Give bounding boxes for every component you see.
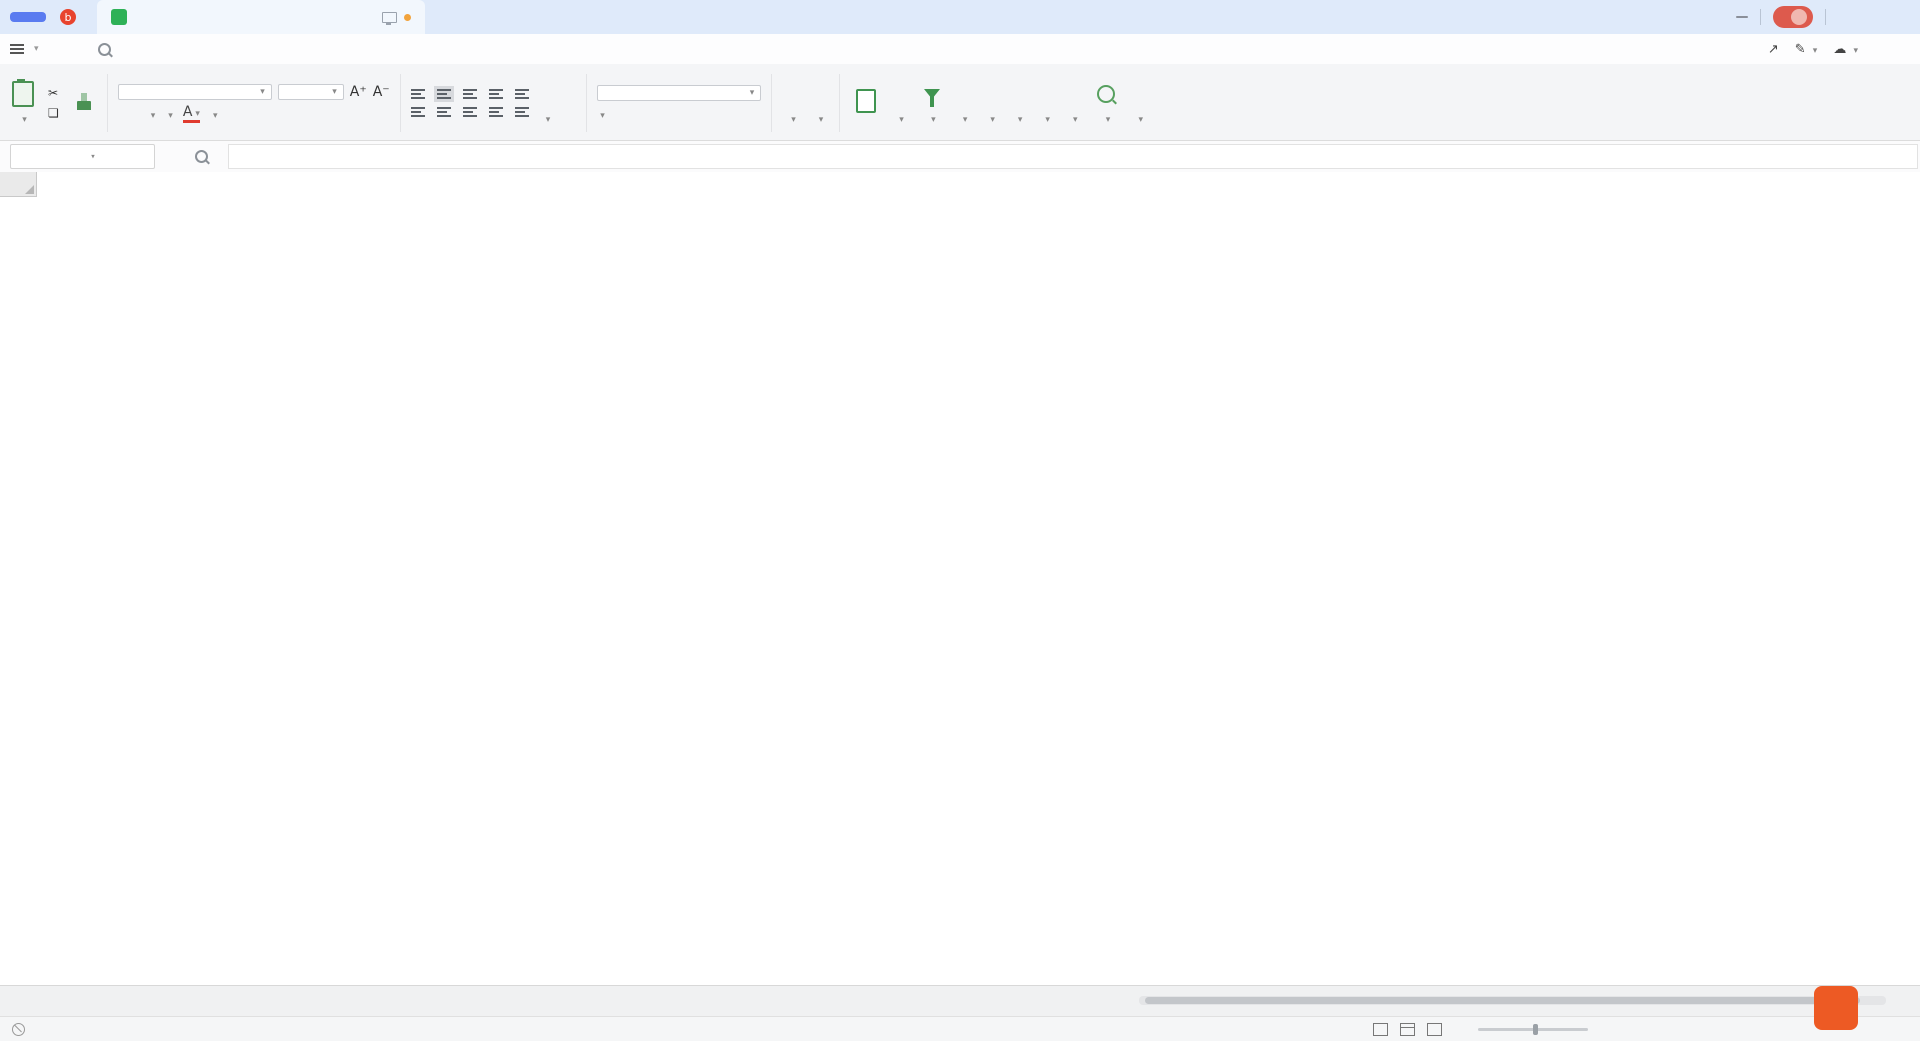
increase-font-button[interactable]: A⁺ [349, 83, 367, 100]
font-color-button[interactable]: A [182, 105, 200, 123]
guest-login-button[interactable] [1773, 6, 1813, 28]
align-right-icon[interactable] [462, 107, 477, 117]
spreadsheet-grid[interactable] [0, 172, 1920, 985]
doc-assistant-icon [856, 89, 877, 113]
doc-assistant-button[interactable] [850, 88, 882, 118]
tab-template[interactable]: b [46, 0, 97, 34]
format-painter-icon [76, 92, 91, 110]
borders-button[interactable] [148, 106, 156, 122]
align-bottom-icon[interactable] [462, 89, 477, 99]
table-style-button[interactable] [810, 81, 830, 125]
rice-logo-icon: b [60, 9, 76, 25]
zoom-slider-knob[interactable] [1533, 1023, 1538, 1035]
rows-cols-button[interactable] [1009, 81, 1029, 125]
ribbon: ✂ ❏ A⁺ A⁻ A [0, 64, 1920, 141]
wrap-text-button[interactable] [564, 88, 576, 118]
tab-home[interactable] [10, 12, 46, 22]
divider [1825, 9, 1826, 25]
reading-view-icon[interactable] [1427, 1022, 1442, 1036]
name-box[interactable] [10, 144, 155, 169]
align-top-icon[interactable] [410, 89, 425, 99]
align-left-icon[interactable] [410, 107, 425, 117]
status-bar [0, 1016, 1920, 1041]
normal-view-icon[interactable] [1373, 1022, 1388, 1036]
unsaved-dot-icon [404, 13, 411, 21]
select-all-corner[interactable] [0, 172, 37, 197]
font-name-select[interactable] [117, 83, 272, 100]
justify-icon[interactable] [488, 107, 503, 117]
formula-search-icon[interactable] [195, 150, 208, 163]
spreadsheet-icon [111, 9, 127, 25]
horizontal-scroll-thumb[interactable] [1145, 997, 1860, 1004]
hamburger-icon [10, 44, 24, 54]
page-view-icon[interactable] [1400, 1022, 1415, 1036]
copy-button[interactable]: ❏ [48, 106, 59, 120]
find-button[interactable] [1091, 81, 1121, 125]
align-middle-icon[interactable] [433, 86, 454, 102]
align-center-icon[interactable] [436, 107, 451, 117]
symbol-button[interactable] [1129, 81, 1149, 125]
file-menu[interactable]: ▾ [0, 44, 49, 54]
formula-input[interactable] [228, 144, 1918, 169]
find-icon [1097, 85, 1116, 103]
formula-bar [0, 141, 1920, 173]
menu-bar: ▾ ↗ ✎ ☁ [0, 34, 1920, 64]
tab-document[interactable] [97, 0, 425, 34]
command-search[interactable] [97, 42, 117, 56]
clear-format-button[interactable] [210, 106, 218, 122]
decrease-font-button[interactable]: A⁻ [372, 83, 390, 100]
format-painter-button[interactable] [71, 88, 97, 118]
fill-color-button[interactable] [165, 106, 173, 122]
window-count-badge[interactable] [1736, 16, 1748, 18]
paste-button[interactable] [6, 79, 40, 125]
divider [1760, 9, 1761, 25]
sort-button[interactable] [954, 81, 974, 125]
number-format-select[interactable] [597, 85, 762, 101]
monitor-icon[interactable] [382, 11, 397, 25]
zoom-slider[interactable] [1478, 1023, 1588, 1035]
font-size-select[interactable] [277, 83, 344, 100]
merge-center-button[interactable] [537, 81, 557, 125]
format-button[interactable] [981, 81, 1001, 125]
decrease-indent-icon[interactable] [488, 89, 503, 99]
avatar [1791, 9, 1807, 25]
paste-icon [12, 79, 34, 107]
conditional-format-button[interactable] [782, 81, 802, 125]
sum-button[interactable] [890, 81, 910, 125]
filter-icon [923, 89, 940, 107]
unsaved-icon [12, 1022, 25, 1036]
increase-indent-icon[interactable] [514, 89, 529, 99]
search-icon [97, 42, 111, 56]
sync-status-button[interactable]: ☁ [1833, 42, 1858, 57]
distribute-icon[interactable] [514, 107, 529, 117]
comment-button[interactable]: ✎ [1795, 42, 1818, 57]
title-bar: b [0, 0, 1920, 34]
worksheet-button[interactable] [1036, 81, 1056, 125]
share-button[interactable]: ↗ [1767, 41, 1779, 57]
cut-button[interactable]: ✂ [48, 86, 59, 100]
filter-button[interactable] [918, 81, 946, 125]
freeze-panes-button[interactable] [1064, 81, 1084, 125]
currency-format-button[interactable] [597, 107, 605, 121]
